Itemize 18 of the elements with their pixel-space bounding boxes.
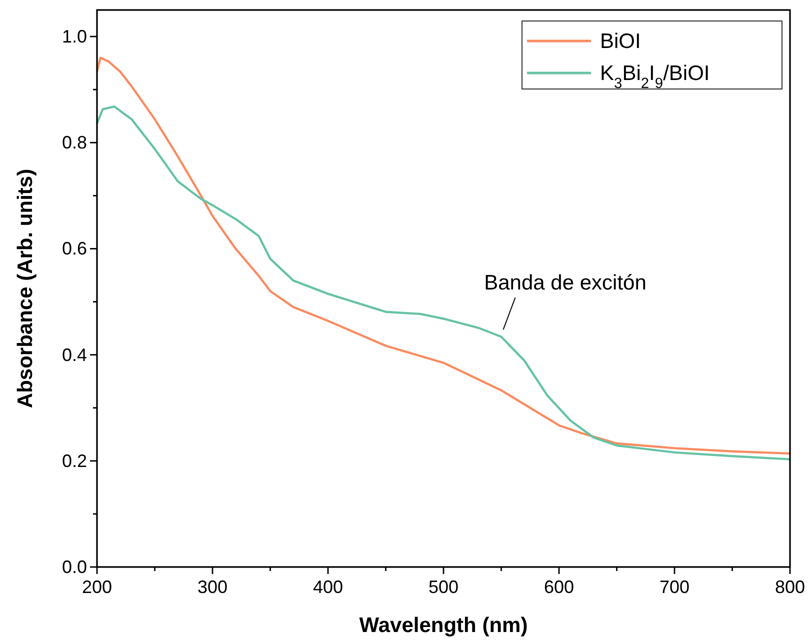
x-axis-title: Wavelength (nm) [359, 614, 528, 637]
y-axis-title: Absorbance (Arb. units) [14, 168, 37, 408]
x-tick-label: 200 [82, 577, 112, 597]
y-tick-label: 0.8 [62, 132, 87, 153]
x-tick-label: 400 [312, 577, 344, 597]
x-tick-label: 800 [774, 577, 806, 597]
x-tick-label: 500 [428, 577, 459, 597]
y-tick-label: 0.6 [62, 238, 87, 259]
x-tick-label: 700 [659, 577, 690, 597]
annotation: Banda de excitón [484, 272, 646, 295]
y-tick-label: 0.0 [62, 557, 87, 577]
y-tick-label: 0.2 [62, 450, 87, 471]
legend-label: K$_{3}$Bi$_{2}$I$_{9}$/BiOI [600, 62, 710, 92]
x-tick-label: 600 [544, 577, 574, 597]
legend-label: BiOI [600, 30, 641, 53]
x-tick-label: 300 [197, 577, 228, 597]
y-tick-label: 1.0 [62, 26, 87, 47]
y-tick-label: 0.4 [62, 344, 87, 365]
